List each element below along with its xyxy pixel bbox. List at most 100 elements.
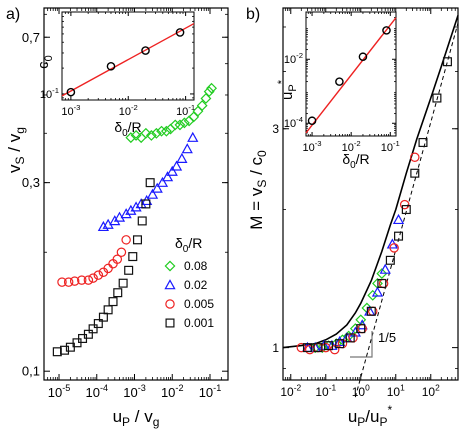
inset-point [335, 77, 344, 86]
x-tick-label: 102 [422, 383, 440, 399]
fit-line [305, 17, 397, 134]
slope-triangle [350, 331, 373, 358]
panel-a-ticks: 10-5 10-4 10-3 10-2 10-1 0,1 0,3 0,7 [22, 8, 228, 400]
legend-title: δ0/R [175, 235, 202, 255]
inset-a-frame [61, 11, 195, 101]
inset-b-ticks: 10-3 10-2 10-1 10-4 10-2 [284, 12, 400, 154]
inset-point [382, 26, 391, 35]
svg-text:M = vS / c0: M = vS / c0 [247, 150, 269, 230]
data-point-square [98, 312, 108, 322]
inset-point [175, 28, 185, 37]
data-point-diamond [376, 268, 388, 280]
data-point-diamond [156, 125, 167, 137]
data-point-triangle [187, 131, 199, 142]
data-point-triangle [161, 171, 174, 182]
data-point-square [432, 93, 442, 103]
data-point-triangle [181, 143, 193, 154]
data-point-triangle [349, 326, 361, 337]
x-tick-label: 10-1 [176, 103, 195, 118]
legend-entry: 0.08 [184, 259, 208, 273]
data-point-square [302, 343, 312, 353]
data-point-circle [378, 278, 389, 289]
inset-b-xlabel: δ0/R [342, 151, 369, 171]
data-point-diamond [367, 289, 379, 301]
data-point-diamond [169, 119, 181, 131]
slope-label: 1/5 [378, 330, 396, 345]
svg-text:δ0/R: δ0/R [114, 119, 141, 139]
data-point-circle [410, 152, 420, 163]
data-point-triangle [120, 208, 132, 219]
panel-b: b) 10-2 10-1 100 101 102 1 3 M = vS / c0 uP/uP… [246, 6, 459, 429]
data-point-triangle [135, 198, 147, 209]
y-tick-label: 0,7 [22, 30, 40, 45]
y-tick-label: 10-1 [40, 86, 59, 101]
data-point-circle [88, 273, 98, 283]
inset-point [106, 61, 116, 71]
data-point-square [401, 205, 411, 215]
data-point-triangle [97, 220, 110, 232]
inset-point [307, 116, 317, 126]
svg-text:uP*: uP* [276, 79, 299, 100]
data-point-square [128, 252, 138, 262]
data-point-square [141, 199, 151, 209]
data-point-square [132, 235, 143, 245]
data-point-square [137, 216, 147, 226]
data-point-circle [77, 275, 87, 285]
data-point-triangle [156, 176, 169, 187]
panel-a-xlabel: uP / vg [113, 407, 160, 429]
x-tick-label: 10-3 [303, 139, 322, 154]
data-point-square [103, 305, 113, 315]
data-point-square [418, 137, 428, 148]
data-point-triangle [379, 263, 391, 274]
panel-b-ylabel: M = vS / c0 [247, 150, 269, 230]
data-point-square [124, 265, 134, 275]
svg-text:c0: c0 [35, 55, 55, 69]
inset-b-ylabel: uP* [276, 79, 299, 100]
x-tick-label: 10-2 [161, 383, 184, 400]
x-tick-label: 10-3 [61, 103, 80, 118]
data-point-diamond [200, 92, 212, 104]
panel-a-data [52, 82, 218, 357]
data-point-circle [69, 276, 80, 286]
inset-a: 10-3 10-2 10-1 10-1 c0 δ0/R [35, 11, 195, 139]
data-point-triangle [166, 165, 178, 176]
data-point-square [93, 319, 103, 329]
data-point-circle [296, 342, 307, 353]
data-point-circle [116, 247, 127, 257]
data-point-square [394, 231, 404, 241]
data-point-square [118, 278, 128, 288]
panel-b-ticks: 10-2 10-1 100 101 102 1 3 [272, 8, 458, 399]
legend-marker-square [165, 318, 175, 328]
slope-annotation: 1/5 [350, 330, 396, 358]
y-tick-label: 0,3 [22, 175, 40, 190]
x-tick-label: 10-1 [199, 383, 222, 400]
data-point-circle [112, 254, 123, 264]
data-point-square [366, 306, 376, 316]
data-point-square [442, 57, 452, 67]
data-point-diamond [196, 100, 208, 112]
x-tick-label: 10-5 [48, 383, 71, 400]
inset-a-ticks: 10-3 10-2 10-1 10-1 [40, 12, 195, 118]
data-point-diamond [130, 129, 142, 141]
data-point-triangle [170, 160, 183, 171]
svg-text:uP / vg: uP / vg [113, 407, 160, 429]
panel-a-frame [43, 7, 229, 381]
data-point-diamond [125, 132, 137, 144]
data-point-square [88, 324, 98, 334]
svg-text:vS / vg: vS / vg [5, 127, 27, 173]
data-point-square [410, 168, 420, 178]
data-point-square [377, 278, 387, 288]
legend-entry: 0.02 [184, 278, 208, 292]
inset-b-frame [305, 11, 397, 137]
data-point-triangle [371, 286, 384, 297]
legend-marker-triangle [164, 279, 176, 290]
data-point-triangle [392, 213, 405, 225]
y-tick-label: 10-4 [284, 115, 304, 130]
data-point-circle [57, 277, 67, 287]
data-point-diamond [145, 129, 157, 141]
data-point-circle [63, 277, 74, 287]
panel-b-label: b) [246, 6, 260, 23]
x-tick-label: 10-3 [123, 383, 146, 400]
data-point-square [83, 329, 93, 339]
